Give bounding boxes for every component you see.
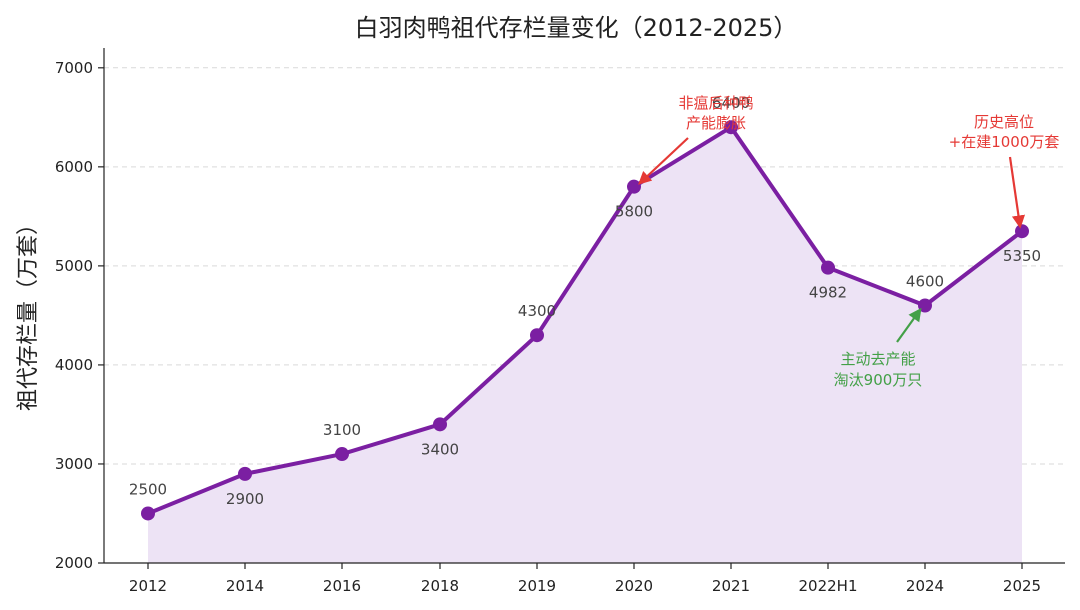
- series-line: [146, 125, 1024, 516]
- annotation-text: 产能膨胀: [686, 114, 746, 132]
- data-point: [335, 447, 349, 462]
- area-fill-layer: [148, 127, 1022, 563]
- data-label: 2500: [129, 480, 167, 498]
- y-tick-label: 6000: [55, 158, 93, 176]
- data-label: 5350: [1003, 247, 1041, 265]
- x-tick-label: 2025: [1003, 577, 1041, 595]
- data-label: 4982: [809, 284, 847, 302]
- x-tick-label: 2024: [906, 577, 944, 595]
- data-point: [141, 506, 155, 521]
- data-point: [1015, 224, 1029, 239]
- data-label: 5800: [615, 203, 653, 221]
- data-label: 4300: [518, 302, 556, 320]
- y-tick-label: 7000: [55, 59, 93, 77]
- data-point: [724, 120, 738, 135]
- x-tick-label: 2018: [421, 577, 459, 595]
- chart-title: 白羽肉鸭祖代存栏量变化（2012-2025）: [355, 14, 798, 42]
- y-tick-label: 2000: [55, 554, 93, 572]
- data-point: [627, 179, 641, 194]
- annotation-text: 非瘟后种鸭: [678, 94, 753, 112]
- data-label: 6400: [712, 94, 750, 112]
- x-tick-label: 2014: [226, 577, 264, 595]
- data-point: [530, 328, 544, 343]
- data-point: [238, 466, 252, 481]
- data-label: 4600: [906, 273, 944, 291]
- annotation-text: +在建1000万套: [949, 133, 1060, 151]
- annotation-arrow: [1008, 156, 1026, 229]
- y-tick-label: 4000: [55, 356, 93, 374]
- y-axis-label: 祖代存栏量（万套）: [16, 213, 41, 411]
- data-labels: 2500 2900 3100 3400 4300 5800 6400 4982 4600 5350: [129, 94, 1041, 508]
- annotation-arrow: [638, 137, 689, 185]
- axes: 2000 3000 4000 5000 6000 7000 2012 2014 2016 2018…: [55, 48, 1065, 595]
- data-points: [141, 120, 1029, 521]
- series-line-layer: [146, 125, 1024, 516]
- data-point: [433, 417, 447, 432]
- x-tick-label: 2020: [615, 577, 653, 595]
- data-label: 2900: [226, 490, 264, 508]
- x-tick-label: 2012: [129, 577, 167, 595]
- y-tick-label: 3000: [55, 455, 93, 473]
- area-fill: [148, 127, 1022, 563]
- annotation-text: 主动去产能: [840, 350, 915, 368]
- data-point: [821, 260, 835, 275]
- data-label: 3400: [421, 440, 459, 458]
- annotation-text: 淘汰900万只: [834, 371, 923, 389]
- annotation-arrow: [896, 307, 922, 343]
- data-label: 3100: [323, 421, 361, 439]
- x-tick-label: 2021: [712, 577, 750, 595]
- annotation-text: 历史高位: [974, 113, 1034, 131]
- x-tick-label: 2016: [323, 577, 361, 595]
- x-tick-label: 2022H1: [799, 577, 858, 595]
- x-tick-label: 2019: [518, 577, 556, 595]
- y-tick-label: 5000: [55, 257, 93, 275]
